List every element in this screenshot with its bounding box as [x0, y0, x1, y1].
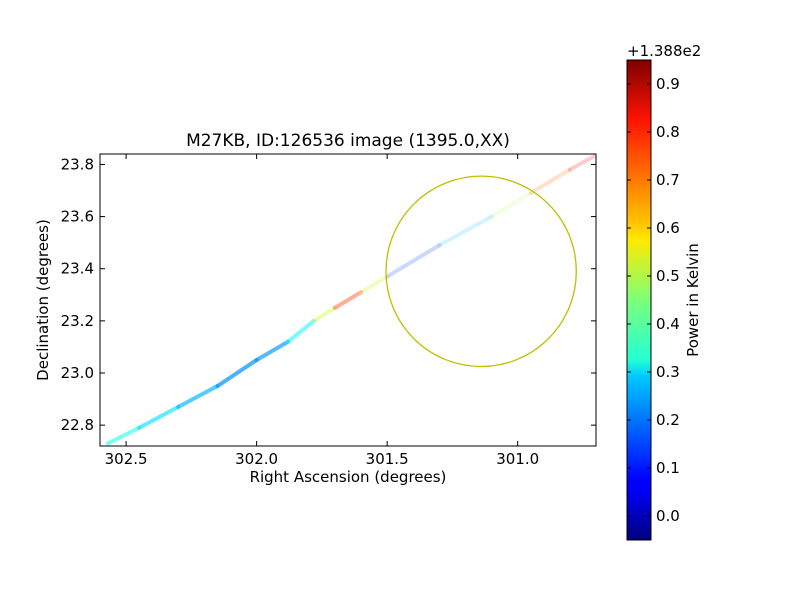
colorbar-tick-label: 0.9: [656, 75, 680, 93]
track-segment: [137, 404, 181, 430]
y-axis: 22.8 23.0 23.2 23.4 23.6 23.8: [61, 155, 596, 434]
x-tick-label: 301.5: [366, 450, 409, 468]
colorbar-label: Power in Kelvin: [684, 243, 702, 357]
x-tick-label: 301.0: [496, 450, 539, 468]
y-tick-label: 23.4: [61, 260, 94, 278]
track-segment: [176, 384, 220, 409]
y-tick-label: 23.8: [61, 155, 94, 173]
track-segment: [105, 425, 142, 446]
plot-area: [99, 153, 597, 447]
track-segment: [489, 191, 533, 219]
colorbar-offset-text: +1.388e2: [627, 42, 701, 60]
track-segment: [567, 154, 596, 172]
y-tick-label: 23.6: [61, 208, 94, 226]
track-segment: [285, 318, 317, 344]
track-segment: [385, 243, 442, 279]
y-tick-label: 23.2: [61, 312, 94, 330]
track-segment: [312, 305, 337, 323]
x-tick-label: 302.5: [105, 450, 148, 468]
colorbar: 0.00.10.20.30.40.50.60.70.80.9 +1.388e2 …: [626, 42, 702, 541]
colorbar-gradient: [626, 59, 652, 541]
y-tick-label: 23.0: [61, 364, 94, 382]
colorbar-ticks: 0.0 0.1 0.2 0.3 0.4 0.5 0.6 0.7 0.8 0.9: [627, 75, 680, 525]
track-segment: [215, 357, 259, 389]
track-segment: [254, 339, 290, 362]
colorbar-tick-label: 0.7: [656, 171, 680, 189]
y-axis-label: Declination (degrees): [34, 219, 52, 381]
x-axis-label: Right Ascension (degrees): [250, 468, 447, 486]
beam-circle-layer: [385, 175, 577, 368]
track-segment: [528, 167, 572, 196]
data-track: [105, 154, 596, 446]
colorbar-tick-label: 0.5: [656, 267, 680, 285]
y-tick-label: 22.8: [61, 416, 94, 434]
colorbar-tick-label: 0.4: [656, 315, 680, 333]
track-segment: [359, 274, 390, 295]
plot-frame: [99, 153, 597, 447]
colorbar-tick-label: 0.3: [656, 363, 680, 381]
colorbar-tick-label: 0.8: [656, 123, 680, 141]
track-segment: [332, 290, 364, 310]
colorbar-tick-label: 0.0: [656, 507, 680, 525]
colorbar-tick-label: 0.2: [656, 411, 680, 429]
x-axis: 302.5 302.0 301.5 301.0: [105, 154, 539, 468]
plot-background: [100, 154, 596, 446]
colorbar-tick-label: 0.6: [656, 219, 680, 237]
chart-title: M27KB, ID:126536 image (1395.0,XX): [186, 131, 510, 151]
colorbar-tick-label: 0.1: [656, 459, 680, 477]
beam-circle: [385, 175, 577, 368]
x-tick-label: 302.0: [235, 450, 278, 468]
track-segment: [437, 214, 494, 248]
